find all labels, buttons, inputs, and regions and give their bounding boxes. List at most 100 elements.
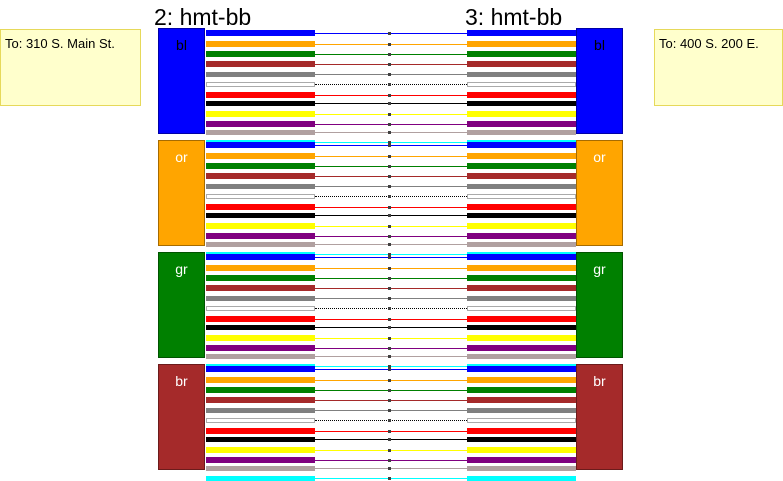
binder-block-bl-left[interactable]: bl xyxy=(158,28,205,134)
splice-point[interactable] xyxy=(388,267,391,270)
pair-stub-white-right xyxy=(467,194,576,199)
splice-point[interactable] xyxy=(388,175,391,178)
binder-block-br-left[interactable]: br xyxy=(158,364,205,470)
pair-stub-red-right xyxy=(467,92,576,98)
splice-point[interactable] xyxy=(388,102,391,105)
splice-point[interactable] xyxy=(388,32,391,35)
splice-point[interactable] xyxy=(388,297,391,300)
splice-point[interactable] xyxy=(388,73,391,76)
binder-block-br-right[interactable]: br xyxy=(576,364,623,470)
pair-stub-slate-left xyxy=(206,72,315,77)
splice-point[interactable] xyxy=(388,144,391,147)
right-address-note[interactable]: To: 400 S. 200 E. xyxy=(654,29,783,106)
pair-stub-blue-left xyxy=(206,366,315,372)
splice-point[interactable] xyxy=(388,185,391,188)
splice-point[interactable] xyxy=(388,355,391,358)
splice-point[interactable] xyxy=(388,409,391,412)
pair-stub-rose-right xyxy=(467,242,576,247)
splice-point[interactable] xyxy=(388,131,391,134)
splice-point[interactable] xyxy=(388,43,391,46)
splice-point[interactable] xyxy=(388,477,391,480)
splice-point[interactable] xyxy=(388,277,391,280)
splice-point[interactable] xyxy=(388,337,391,340)
pair-stub-brown-right xyxy=(467,285,576,291)
splice-point[interactable] xyxy=(388,256,391,259)
splice-point[interactable] xyxy=(388,459,391,462)
splice-point[interactable] xyxy=(388,235,391,238)
splice-point[interactable] xyxy=(388,63,391,66)
cable-left-label: 2: hmt-bb xyxy=(154,4,252,30)
pair-stub-yellow-left xyxy=(206,223,315,229)
splice-point[interactable] xyxy=(388,195,391,198)
pair-splice-line-white xyxy=(315,420,467,421)
pair-splice-line-yellow xyxy=(315,114,467,115)
pair-splice-line-black xyxy=(315,215,467,216)
splice-point[interactable] xyxy=(388,365,391,368)
splice-point[interactable] xyxy=(388,368,391,371)
binder-group-br: br br xyxy=(0,364,783,481)
pair-stub-brown-left xyxy=(206,285,315,291)
splice-point[interactable] xyxy=(388,399,391,402)
binder-block-gr-right[interactable]: gr xyxy=(576,252,623,358)
splice-point[interactable] xyxy=(388,243,391,246)
pair-stub-blue-left xyxy=(206,142,315,148)
pair-splice-line-rose xyxy=(315,244,467,245)
splice-point[interactable] xyxy=(388,206,391,209)
splice-point[interactable] xyxy=(388,307,391,310)
splice-point[interactable] xyxy=(388,53,391,56)
pair-stub-black-left xyxy=(206,213,315,218)
splice-point[interactable] xyxy=(388,123,391,126)
pair-stub-red-left xyxy=(206,92,315,98)
splice-point[interactable] xyxy=(388,347,391,350)
splice-point[interactable] xyxy=(388,155,391,158)
pair-stub-rose-right xyxy=(467,354,576,359)
pair-splice-line-aqua xyxy=(315,366,467,367)
pair-splice-line-orange xyxy=(315,156,467,157)
binder-label: gr xyxy=(175,261,188,277)
pair-stub-black-left xyxy=(206,101,315,106)
splice-point[interactable] xyxy=(388,83,391,86)
splice-point[interactable] xyxy=(388,419,391,422)
pair-splice-line-brown xyxy=(315,400,467,401)
splice-point[interactable] xyxy=(388,438,391,441)
pair-stub-violet-right xyxy=(467,345,576,351)
binder-block-or-left[interactable]: or xyxy=(158,140,205,246)
pair-stub-white-right xyxy=(467,306,576,311)
splice-point[interactable] xyxy=(388,214,391,217)
pair-splice-line-green xyxy=(315,390,467,391)
binder-block-or-right[interactable]: or xyxy=(576,140,623,246)
splice-point[interactable] xyxy=(388,113,391,116)
splice-point[interactable] xyxy=(388,94,391,97)
splice-point[interactable] xyxy=(388,318,391,321)
splice-point[interactable] xyxy=(388,326,391,329)
pair-splice-line-violet xyxy=(315,124,467,125)
splice-point[interactable] xyxy=(388,287,391,290)
splice-point[interactable] xyxy=(388,141,391,144)
pair-stub-green-right xyxy=(467,387,576,393)
pair-stub-brown-right xyxy=(467,397,576,403)
pair-splice-line-slate xyxy=(315,410,467,411)
pair-stub-orange-left xyxy=(206,153,315,159)
splice-point[interactable] xyxy=(388,430,391,433)
splice-point[interactable] xyxy=(388,165,391,168)
pair-stub-green-left xyxy=(206,163,315,169)
splice-point[interactable] xyxy=(388,467,391,470)
pair-splice-line-orange xyxy=(315,44,467,45)
pair-stub-red-right xyxy=(467,428,576,434)
pair-stub-slate-left xyxy=(206,184,315,189)
pair-stub-black-right xyxy=(467,325,576,330)
splice-point[interactable] xyxy=(388,379,391,382)
pair-splice-line-black xyxy=(315,439,467,440)
pair-stub-rose-left xyxy=(206,242,315,247)
splice-point[interactable] xyxy=(388,225,391,228)
pair-splice-line-blue xyxy=(315,369,467,370)
splice-point[interactable] xyxy=(388,389,391,392)
left-address-note[interactable]: To: 310 S. Main St. xyxy=(0,29,141,106)
binder-block-gr-left[interactable]: gr xyxy=(158,252,205,358)
binder-block-bl-right[interactable]: bl xyxy=(576,28,623,134)
pair-splice-line-slate xyxy=(315,298,467,299)
splice-point[interactable] xyxy=(388,253,391,256)
splice-point[interactable] xyxy=(388,449,391,452)
pair-stub-green-left xyxy=(206,387,315,393)
pair-stub-yellow-left xyxy=(206,447,315,453)
